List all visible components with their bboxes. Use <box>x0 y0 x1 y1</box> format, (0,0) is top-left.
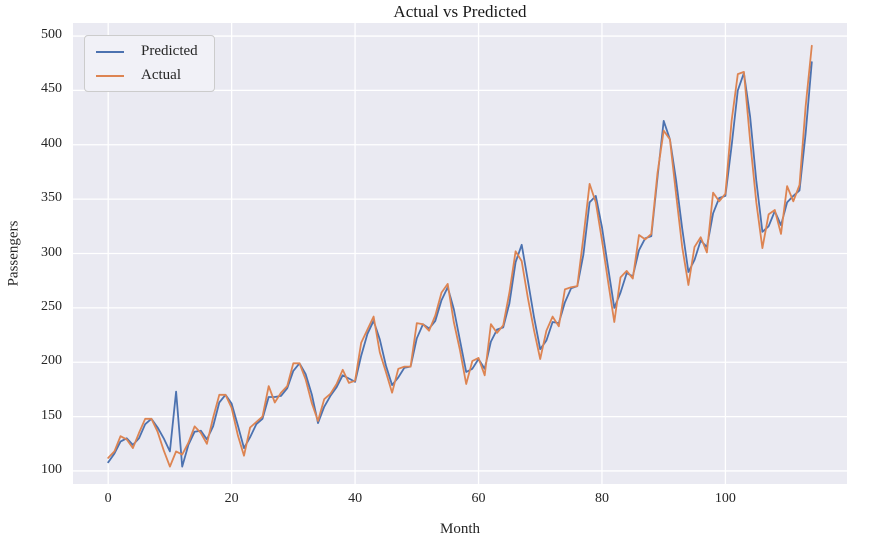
legend-item-predicted: Predicted <box>96 44 198 59</box>
y-tick-label: 200 <box>41 353 62 369</box>
y-tick-label: 350 <box>41 190 62 206</box>
y-tick-label: 500 <box>41 27 62 43</box>
y-axis-label: Passengers <box>5 220 22 287</box>
y-tick-label: 100 <box>41 461 62 477</box>
predicted-line-swatch <box>96 50 124 53</box>
x-tick-label: 40 <box>348 491 363 506</box>
y-tick-label: 450 <box>41 81 62 97</box>
y-tick-label: 250 <box>41 298 62 314</box>
x-tick-label: 80 <box>594 491 609 506</box>
y-tick-label: 400 <box>41 135 62 151</box>
legend-item-actual: Actual <box>96 68 198 83</box>
chart-title: Actual vs Predicted <box>393 2 527 21</box>
x-axis-label: Month <box>439 521 480 537</box>
legend-label-predicted: Predicted <box>141 43 198 59</box>
legend-label-actual: Actual <box>141 67 181 83</box>
actual-line-swatch <box>96 74 124 77</box>
series-line-actual <box>107 44 813 468</box>
y-tick-label: 150 <box>41 407 62 423</box>
x-tick-label: 20 <box>224 491 239 506</box>
y-tick-label: 300 <box>41 244 62 260</box>
x-tick-label: 100 <box>714 491 736 506</box>
x-tick-label: 60 <box>471 491 486 506</box>
legend: Predicted Actual <box>84 35 215 92</box>
x-tick-label: 0 <box>104 491 112 506</box>
